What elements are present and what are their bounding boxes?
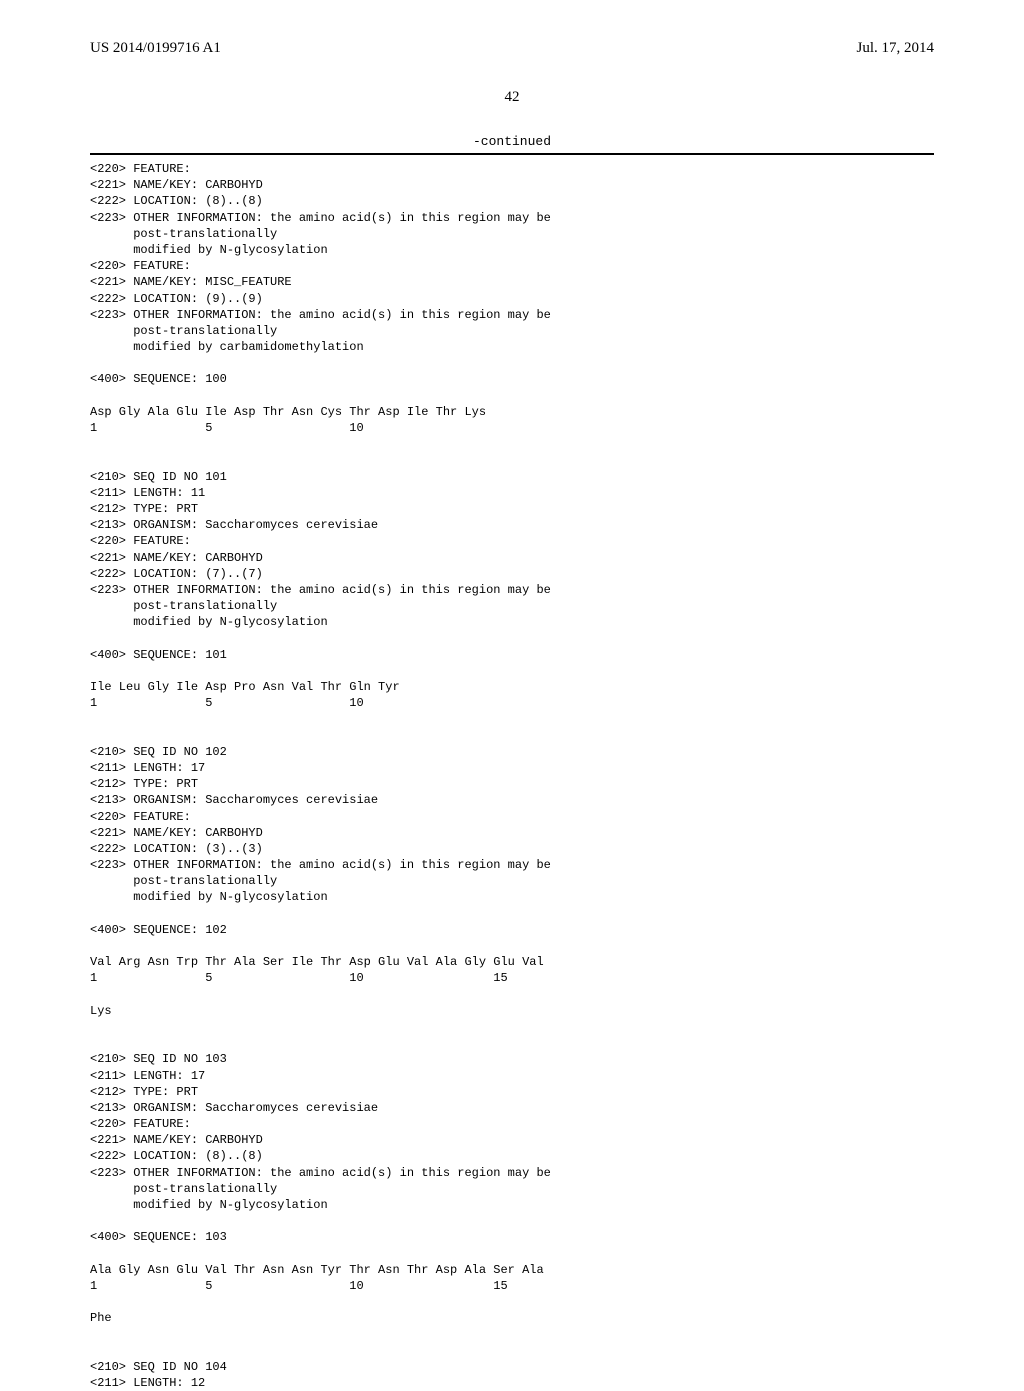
page-number: 42: [90, 89, 934, 106]
publication-date: Jul. 17, 2014: [856, 40, 934, 57]
divider: [90, 153, 934, 155]
page-header: US 2014/0199716 A1 Jul. 17, 2014: [90, 40, 934, 65]
patent-page: US 2014/0199716 A1 Jul. 17, 2014 42 -con…: [0, 0, 1024, 1320]
publication-number: US 2014/0199716 A1: [90, 40, 221, 57]
sequence-listing: <220> FEATURE: <221> NAME/KEY: CARBOHYD …: [90, 161, 934, 1391]
continued-label: -continued: [90, 134, 934, 149]
